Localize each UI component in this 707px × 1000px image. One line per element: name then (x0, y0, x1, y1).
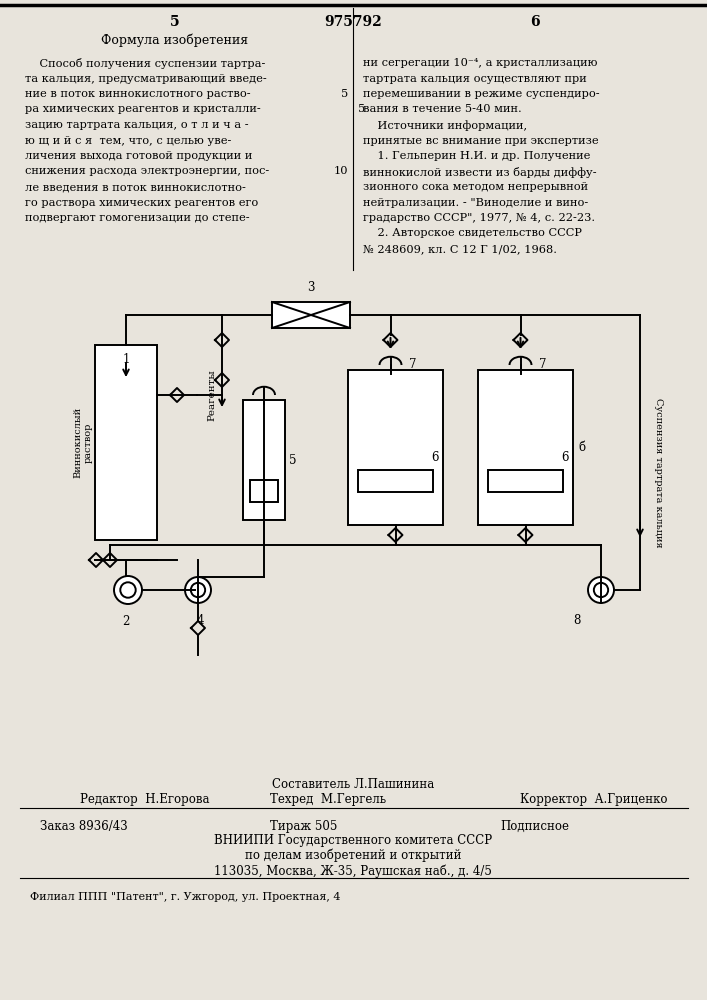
Bar (243, 400, 285, 520)
Text: ВНИИПИ Государственного комитета СССР: ВНИИПИ Государственного комитета СССР (214, 834, 492, 847)
Text: тартрата кальция осуществляют при: тартрата кальция осуществляют при (363, 74, 587, 84)
Text: Филиал ППП "Патент", г. Ужгород, ул. Проектная, 4: Филиал ППП "Патент", г. Ужгород, ул. Про… (30, 892, 341, 902)
Text: 1. Гельперин Н.И. и др. Получение: 1. Гельперин Н.И. и др. Получение (363, 151, 590, 161)
Text: 3: 3 (308, 281, 315, 294)
Text: 4: 4 (197, 614, 204, 627)
Text: принятые вс внимание при экспертизе: принятые вс внимание при экспертизе (363, 135, 599, 145)
Circle shape (185, 577, 211, 603)
Text: 113035, Москва, Ж-35, Раушская наб., д. 4/5: 113035, Москва, Ж-35, Раушская наб., д. … (214, 864, 492, 878)
Text: зацию тартрата кальция, о т л и ч а -: зацию тартрата кальция, о т л и ч а - (25, 120, 249, 130)
Text: та кальция, предусматривающий введе-: та кальция, предусматривающий введе- (25, 74, 267, 84)
Text: градарство СССР", 1977, № 4, с. 22-23.: градарство СССР", 1977, № 4, с. 22-23. (363, 213, 595, 223)
Text: 2: 2 (122, 615, 129, 628)
Text: 5: 5 (170, 15, 180, 29)
Text: вания в течение 5-40 мин.: вания в течение 5-40 мин. (363, 104, 522, 114)
Text: 10: 10 (334, 166, 348, 176)
Text: Формула изобретения: Формула изобретения (101, 33, 249, 47)
Text: ю щ и й с я  тем, что, с целью уве-: ю щ и й с я тем, что, с целью уве- (25, 135, 231, 145)
Text: Суспензия тартрата кальция: Суспензия тартрата кальция (653, 398, 662, 547)
Text: Виннокислый
раствор: Виннокислый раствор (74, 407, 93, 478)
Circle shape (588, 577, 614, 603)
Text: Корректор  А.Гриценко: Корректор А.Гриценко (520, 793, 667, 806)
Text: го раствора химических реагентов его: го раствора химических реагентов его (25, 198, 258, 208)
Text: Источники информации,: Источники информации, (363, 120, 527, 131)
Bar (478, 370, 573, 525)
Text: зионного сока методом непрерывной: зионного сока методом непрерывной (363, 182, 588, 192)
Bar (488, 470, 563, 492)
Text: 5: 5 (358, 104, 366, 114)
Bar (358, 470, 433, 492)
Text: 5: 5 (341, 89, 348, 99)
Text: 7: 7 (539, 359, 546, 371)
Text: 975792: 975792 (324, 15, 382, 29)
Text: Подписное: Подписное (500, 820, 569, 833)
Bar (250, 480, 278, 502)
Text: 6: 6 (431, 451, 439, 464)
Text: по делам изобретений и открытий: по делам изобретений и открытий (245, 849, 461, 862)
Text: Техред  М.Гергель: Техред М.Гергель (270, 793, 386, 806)
Text: 1: 1 (122, 353, 129, 366)
Text: перемешивании в режиме суспендиро-: перемешивании в режиме суспендиро- (363, 89, 600, 99)
Text: 8: 8 (573, 614, 580, 627)
Text: Реагенты: Реагенты (207, 369, 216, 421)
Text: нейтрализации. - "Виноделие и вино-: нейтрализации. - "Виноделие и вино- (363, 198, 588, 208)
Text: 2. Авторское свидетельство СССР: 2. Авторское свидетельство СССР (363, 229, 582, 238)
Text: ле введения в поток виннокислотно-: ле введения в поток виннокислотно- (25, 182, 246, 192)
Text: 5: 5 (289, 454, 296, 466)
Text: ние в поток виннокислотного раство-: ние в поток виннокислотного раство- (25, 89, 250, 99)
Text: ни сегрегации 10⁻⁴, а кристаллизацию: ни сегрегации 10⁻⁴, а кристаллизацию (363, 58, 597, 68)
Text: 7: 7 (409, 359, 416, 371)
Text: снижения расхода электроэнергии, пос-: снижения расхода электроэнергии, пос- (25, 166, 269, 176)
Text: Редактор  Н.Егорова: Редактор Н.Егорова (80, 793, 209, 806)
Circle shape (114, 576, 142, 604)
Bar (348, 370, 443, 525)
Text: Способ получения суспензии тартра-: Способ получения суспензии тартра- (25, 58, 265, 69)
Text: № 248609, кл. С 12 Г 1/02, 1968.: № 248609, кл. С 12 Г 1/02, 1968. (363, 244, 557, 254)
Text: виннокислой извести из барды диффу-: виннокислой извести из барды диффу- (363, 166, 597, 178)
Circle shape (191, 583, 205, 597)
Text: Заказ 8936/43: Заказ 8936/43 (40, 820, 128, 833)
Text: личения выхода готовой продукции и: личения выхода готовой продукции и (25, 151, 252, 161)
Text: 6: 6 (561, 451, 568, 464)
Text: б: б (578, 441, 585, 454)
Circle shape (594, 583, 608, 597)
Bar (95, 345, 157, 540)
Text: 6: 6 (530, 15, 540, 29)
Text: подвергают гомогенизации до степе-: подвергают гомогенизации до степе- (25, 213, 250, 223)
Circle shape (120, 582, 136, 598)
Text: Тираж 505: Тираж 505 (270, 820, 337, 833)
Bar (272, 302, 350, 328)
Text: Составитель Л.Пашинина: Составитель Л.Пашинина (272, 778, 434, 791)
Text: ра химических реагентов и кристалли-: ра химических реагентов и кристалли- (25, 104, 261, 114)
